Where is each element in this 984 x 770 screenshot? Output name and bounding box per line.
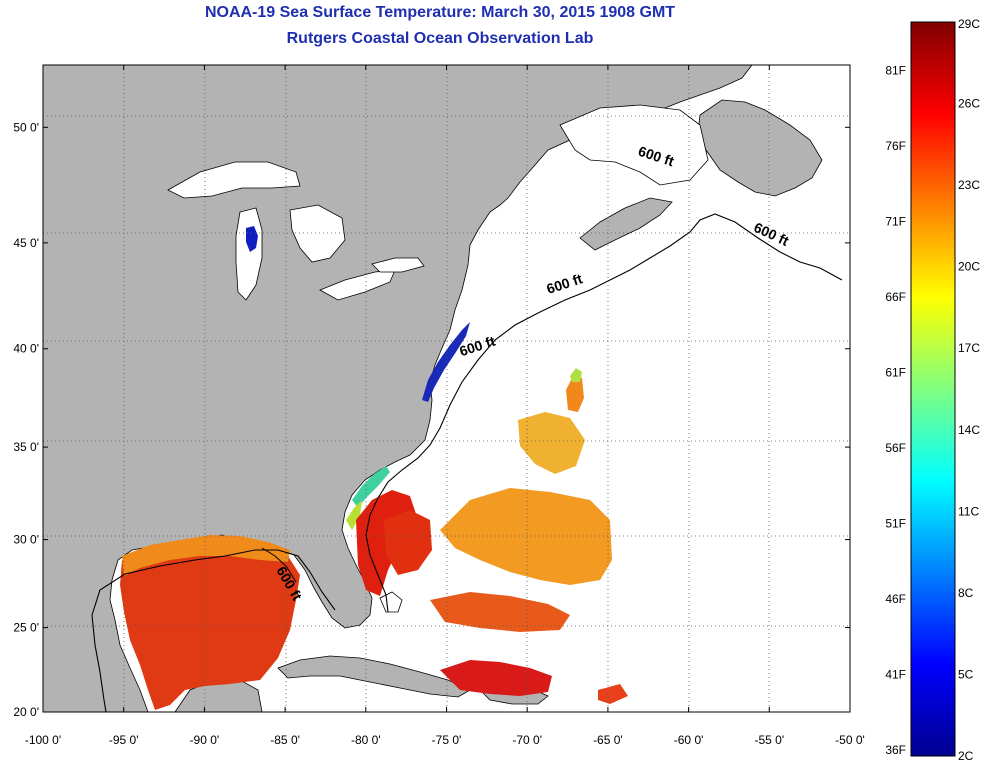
y-tick-label: 30 0' — [13, 533, 39, 547]
x-tick-label: -60 0' — [674, 733, 704, 747]
map-subtitle: Rutgers Coastal Ocean Observation Lab — [286, 30, 594, 47]
isobath-600ft-atlantic — [365, 213, 843, 613]
colorbar-celsius-label: 26C — [958, 97, 980, 111]
sst-florida-east — [384, 510, 432, 575]
y-tick-label: 25 0' — [13, 621, 39, 635]
colorbar-fahrenheit-label: 71F — [885, 214, 906, 228]
lake-huron — [289, 204, 346, 263]
colorbar-celsius-label: 11C — [958, 504, 979, 518]
land-bahamas — [379, 591, 403, 613]
sst-bermuda-cool — [570, 368, 582, 382]
y-tick-label: 20 0' — [13, 705, 39, 719]
map-title: NOAA-19 Sea Surface Temperature: March 3… — [204, 4, 676, 21]
sst-bermuda-patch — [566, 374, 584, 412]
x-tick-label: -65 0' — [593, 733, 623, 747]
x-tick-label: -100 0' — [25, 733, 61, 747]
lake-erie — [319, 269, 396, 301]
x-tick-label: -70 0' — [512, 733, 542, 747]
colorbar-celsius-label: 20C — [958, 260, 980, 274]
y-tick-label: 35 0' — [13, 440, 39, 454]
grid-lines — [43, 65, 850, 712]
sst-lake-michigan-cold — [246, 226, 258, 252]
colorbar-fahrenheit-label: 76F — [885, 139, 906, 153]
x-tick-label: -90 0' — [190, 733, 220, 747]
sst-gulf-north-orange — [122, 535, 290, 576]
x-tick-label: -75 0' — [432, 733, 462, 747]
colorbar-celsius-label: 2C — [958, 749, 974, 763]
land-newfoundland — [697, 99, 823, 197]
y-tick-label: 40 0' — [13, 342, 39, 356]
y-tick-label: 45 0' — [13, 236, 39, 250]
sst-caribbean — [440, 660, 552, 696]
y-tick-label: 50 0' — [13, 120, 39, 134]
sst-gulf-of-mexico — [120, 540, 300, 710]
land-cuba — [277, 655, 471, 698]
land-nova-scotia — [579, 197, 673, 251]
colorbar-fahrenheit-label: 66F — [885, 290, 906, 304]
lake-ontario — [371, 257, 425, 273]
sst-caribbean-east — [598, 684, 628, 704]
x-tick-label: -85 0' — [270, 733, 300, 747]
x-tick-label: -95 0' — [109, 733, 139, 747]
colorbar-celsius-label: 17C — [958, 341, 980, 355]
x-tick-label: -50 0' — [835, 733, 865, 747]
colorbar-fahrenheit-label: 81F — [885, 63, 906, 77]
sst-coastal-cold — [422, 322, 470, 402]
colorbar-celsius-label: 5C — [958, 667, 974, 681]
colorbar-fahrenheit-label: 56F — [885, 441, 906, 455]
sst-georgia-coastal — [346, 500, 362, 530]
colorbar-celsius-label: 14C — [958, 423, 980, 437]
x-tick-label: -55 0' — [754, 733, 784, 747]
gulf-st-lawrence — [559, 104, 709, 186]
sst-atlantic-south — [430, 592, 570, 632]
sst-atlantic-scatter — [518, 412, 585, 474]
sst-atlantic-orange — [440, 488, 612, 585]
colorbar — [910, 21, 956, 757]
sst-carolina-coastal — [352, 466, 390, 508]
isobath-600ft-gulf — [91, 549, 336, 712]
colorbar-fahrenheit-label: 36F — [885, 743, 906, 757]
x-tick-label: -80 0' — [351, 733, 381, 747]
colorbar-celsius-label: 23C — [958, 178, 980, 192]
colorbar-fahrenheit-label: 41F — [885, 667, 906, 681]
isobath-600ft-gulf-inner — [261, 547, 297, 583]
colorbar-celsius-label: 8C — [958, 586, 974, 600]
colorbar-fahrenheit-label: 51F — [885, 516, 906, 530]
colorbar-celsius-label: 29C — [958, 17, 980, 31]
colorbar-fahrenheit-label: 61F — [885, 365, 906, 379]
lake-superior — [167, 161, 301, 199]
colorbar-fahrenheit-label: 46F — [885, 592, 906, 606]
